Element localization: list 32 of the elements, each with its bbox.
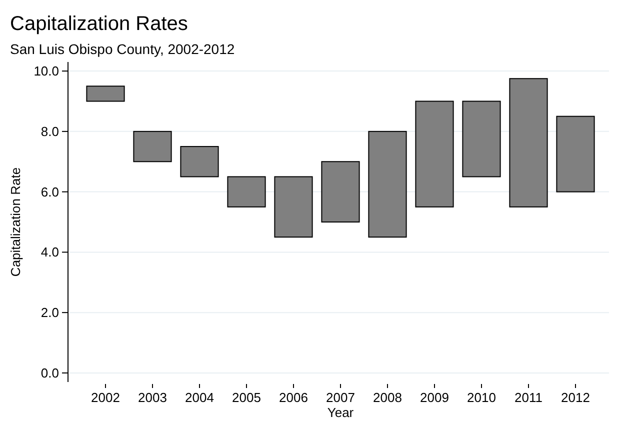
x-tick-label: 2009 [420,390,449,405]
x-tick-label: 2008 [373,390,402,405]
x-axis-title: Year [327,405,354,420]
bar [509,78,548,208]
bar [274,176,313,238]
bar [180,146,219,178]
x-tick-label: 2011 [514,390,542,405]
x-tick-label: 2004 [185,390,214,405]
y-tick-label: 6.0 [40,184,59,200]
y-tick-label: 8.0 [40,124,59,139]
chart-title: Capitalization Rates [10,13,188,35]
chart-subtitle: San Luis Obispo County, 2002-2012 [10,41,235,57]
y-axis-title: Capitalization Rate [8,167,23,277]
x-tick-label: 2005 [232,390,261,405]
y-tick-label: 10.0 [34,64,59,79]
bar [133,130,172,162]
bar [368,130,407,238]
x-tick-label: 2012 [561,390,590,405]
x-tick-label: 2003 [138,390,167,405]
bar [415,100,454,208]
bar [321,161,360,222]
x-tick-label: 2006 [279,390,308,405]
x-tick-label: 2007 [326,390,355,405]
y-tick-label: 0.0 [40,365,59,380]
bar [227,176,266,208]
x-tick-label: 2010 [467,390,496,405]
bar [462,100,501,178]
x-tick-label: 2002 [91,390,120,405]
y-tick-label: 2.0 [40,305,59,320]
y-tick-label: 4.0 [40,244,59,260]
bar [556,116,595,192]
bar [86,86,125,102]
